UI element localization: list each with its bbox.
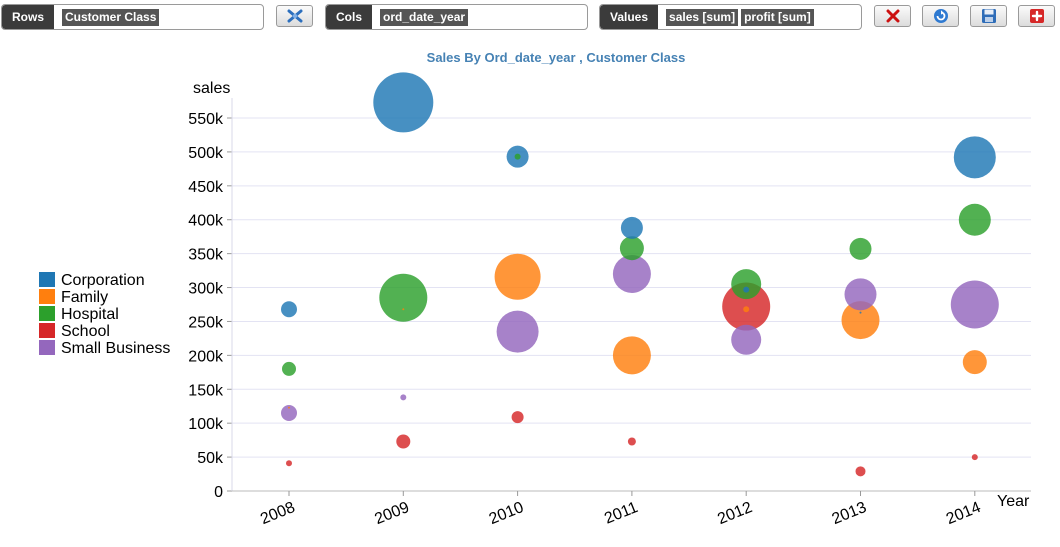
- save-button[interactable]: [970, 5, 1007, 27]
- x-tick-label: 2012: [715, 499, 754, 528]
- bubble-small-business-2009: [400, 394, 407, 401]
- y-tick-label: 150k: [188, 382, 224, 399]
- bubble-corporation-2013: [859, 311, 862, 314]
- bubble-school-2011: [627, 437, 636, 446]
- y-tick-label: 550k: [188, 111, 224, 128]
- bubble-school-2009: [396, 434, 411, 449]
- bubble-family-2014: [962, 350, 987, 375]
- bubble-school-2008: [286, 460, 292, 467]
- legend-label-small-business: Small Business: [61, 340, 170, 357]
- save-icon: [981, 9, 996, 23]
- y-tick-label: 300k: [188, 281, 224, 298]
- y-tick-label: 0: [214, 484, 223, 501]
- bubble-corporation-2011: [620, 216, 643, 239]
- bubble-family-2013: [841, 301, 880, 340]
- add-chart-icon: [1029, 9, 1044, 23]
- rows-label: Rows: [2, 5, 55, 29]
- x-tick-label: 2009: [372, 499, 411, 528]
- x-tick-label: 2011: [602, 499, 640, 528]
- refresh-button[interactable]: [922, 5, 959, 27]
- legend-label-school: School: [61, 323, 110, 340]
- cols-chip[interactable]: ord_date_year: [380, 8, 469, 26]
- bubble-hospital-2014: [958, 203, 991, 236]
- bubble-small-business-2010: [496, 310, 539, 353]
- bubble-small-business-2011: [612, 254, 651, 293]
- x-axis: 2008 2009 2010 2011 2012 2013 2014: [232, 490, 1031, 528]
- bubble-small-business-2008: [281, 405, 297, 422]
- bubble-hospital-2011: [619, 236, 644, 261]
- add-chart-button[interactable]: [1018, 5, 1055, 27]
- bubble-corporation-2008: [281, 301, 297, 318]
- y-axis-label: sales: [193, 80, 230, 97]
- bubble-school-2014: [971, 454, 978, 461]
- bubble-corporation-2009: [373, 72, 434, 133]
- x-tick-label: 2014: [944, 499, 983, 528]
- x-tick-label: 2008: [258, 499, 297, 528]
- bubble-hospital-2010: [514, 153, 521, 160]
- x-tick-label: 2010: [487, 499, 526, 528]
- bubble-hospital-2013: [849, 237, 872, 260]
- rows-chip[interactable]: Customer Class: [62, 8, 160, 26]
- values-field-group[interactable]: Values sales [sum] profit [sum]: [599, 4, 862, 30]
- x-tick-label: 2013: [830, 499, 869, 528]
- clear-icon: [886, 9, 899, 23]
- y-tick-label: 250k: [188, 314, 224, 331]
- y-tick-label: 50k: [197, 450, 224, 467]
- legend-swatch-small-business: [39, 340, 55, 355]
- legend-swatch-school: [39, 323, 55, 338]
- y-tick-label: 100k: [188, 416, 224, 433]
- bubble-small-business-2013: [844, 278, 877, 311]
- bubble-small-business-2014: [950, 280, 999, 329]
- swap-axes-button[interactable]: [276, 5, 313, 27]
- bubble-chart: Sales By Ord_date_year , Customer Class …: [39, 50, 1031, 528]
- bubbles: [281, 72, 999, 477]
- bubble-family-2008: [288, 406, 290, 409]
- legend-label-hospital: Hospital: [61, 306, 119, 323]
- bubble-hospital-2008: [282, 361, 296, 376]
- bubble-corporation-2014: [953, 136, 996, 179]
- legend-label-corporation: Corporation: [61, 272, 145, 289]
- legend-swatch-corporation: [39, 272, 55, 287]
- bubble-hospital-2009: [379, 273, 428, 322]
- y-tick-label: 450k: [188, 179, 224, 196]
- bubble-family-2010: [494, 253, 541, 300]
- refresh-icon: [933, 9, 948, 23]
- legend-label-family: Family: [61, 289, 108, 306]
- y-tick-label: 350k: [188, 247, 224, 264]
- bubble-hospital-2012: [731, 269, 762, 300]
- bubble-small-business-2012: [731, 324, 762, 355]
- rows-field-group[interactable]: Rows Customer Class: [1, 4, 264, 30]
- values-label: Values: [600, 5, 659, 29]
- bubble-family-2012: [743, 306, 750, 313]
- y-axis: 0 50k 100k 150k 200k 250k 300k 350k 400k 450k 500k…: [188, 98, 233, 501]
- bubble-corporation-2012: [743, 286, 750, 293]
- bubble-family-2009: [402, 308, 405, 311]
- legend-swatch-family: [39, 289, 55, 304]
- x-axis-label: Year: [997, 493, 1030, 510]
- chart-title: Sales By Ord_date_year , Customer Class: [427, 50, 686, 65]
- y-tick-label: 500k: [188, 145, 224, 162]
- bubble-school-2010: [511, 411, 524, 424]
- values-chip-sales[interactable]: sales [sum]: [666, 8, 739, 26]
- bubble-school-2013: [855, 466, 866, 477]
- bubble-family-2011: [612, 336, 651, 375]
- legend-swatch-hospital: [39, 306, 55, 321]
- clear-button[interactable]: [874, 5, 911, 27]
- y-tick-label: 400k: [188, 213, 224, 230]
- cols-field-group[interactable]: Cols ord_date_year: [325, 4, 588, 30]
- values-chip-profit[interactable]: profit [sum]: [741, 8, 814, 26]
- cols-label: Cols: [326, 5, 373, 29]
- swap-axes-icon: [287, 9, 302, 23]
- y-tick-label: 200k: [188, 348, 224, 365]
